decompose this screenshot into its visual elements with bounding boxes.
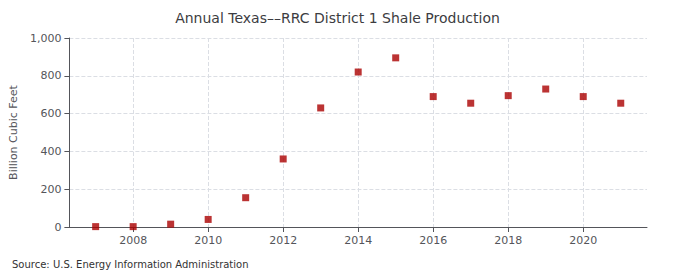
svg-text:0: 0 xyxy=(54,221,61,234)
svg-text:2014: 2014 xyxy=(344,234,372,247)
svg-text:2012: 2012 xyxy=(269,234,297,247)
svg-text:2018: 2018 xyxy=(494,234,522,247)
svg-text:Source: U.S. Energy Informatio: Source: U.S. Energy Information Administ… xyxy=(12,259,249,270)
svg-text:400: 400 xyxy=(40,145,61,158)
svg-text:Billion Cubic Feet: Billion Cubic Feet xyxy=(7,84,20,179)
svg-text:600: 600 xyxy=(40,107,61,120)
svg-text:2010: 2010 xyxy=(194,234,222,247)
svg-text:1,000: 1,000 xyxy=(30,32,62,45)
svg-text:2020: 2020 xyxy=(569,234,597,247)
svg-text:800: 800 xyxy=(40,69,61,82)
svg-text:2008: 2008 xyxy=(119,234,147,247)
svg-text:Annual Texas––RRC District 1 S: Annual Texas––RRC District 1 Shale Produ… xyxy=(175,10,500,26)
svg-text:200: 200 xyxy=(40,183,61,196)
svg-text:2016: 2016 xyxy=(419,234,447,247)
